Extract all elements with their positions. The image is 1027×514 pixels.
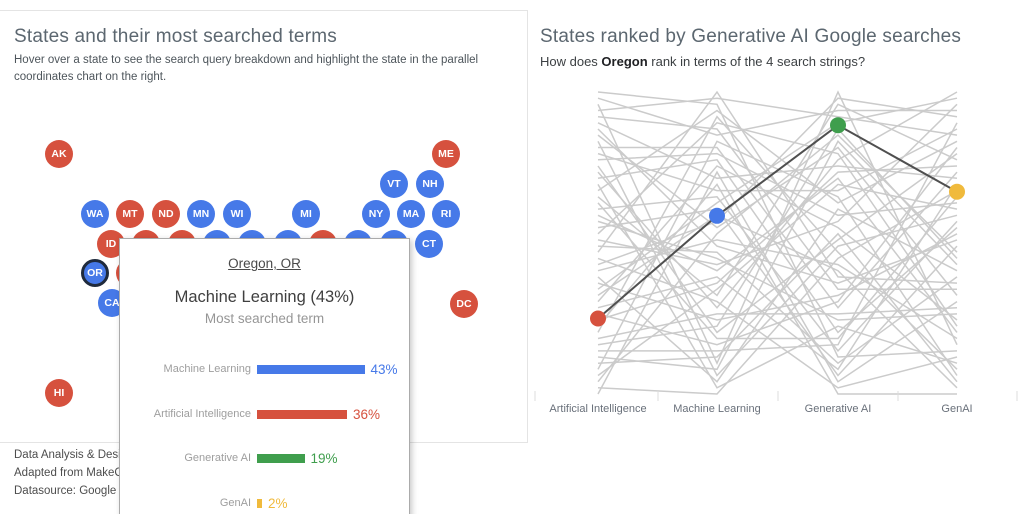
oregon-point-genai[interactable] [949,184,965,200]
state-line[interactable] [598,98,957,135]
right-panel-subtitle: How does Oregon rank in terms of the 4 s… [540,54,865,69]
state-bubble-dc[interactable]: DC [450,290,478,318]
credit-lines: Data Analysis & DesigAdapted from MakeCD… [14,446,127,500]
left-panel-title: States and their most searched terms [14,26,337,48]
state-bubble-ma[interactable]: MA [397,200,425,228]
parallel-coordinates-chart [530,85,1027,415]
tooltip-bar-row-generative-ai: Generative AI 19% [120,449,409,467]
oregon-point-artificial-intelligence[interactable] [590,311,606,327]
tooltip-bar [257,410,347,419]
tooltip-bar-row-artificial-intelligence: Artificial Intelligence 36% [120,405,409,423]
tooltip-headline: Machine Learning (43%) [120,288,409,307]
axis-label-machine-learning: Machine Learning [673,403,760,415]
left-panel-subtitle: Hover over a state to see the search que… [14,52,492,86]
tooltip-bar-value: 43% [371,362,398,377]
tooltip-bar [257,499,262,508]
oregon-point-generative-ai[interactable] [830,117,846,133]
right-panel-title: States ranked by Generative AI Google se… [540,26,961,48]
tooltip-bar-label: GenAI [120,497,251,509]
axis-labels: Artificial Intelligence Machine Learning G… [530,403,1027,419]
subtitle-prefix: How does [540,54,601,69]
credit-line: Data Analysis & Desig [14,446,127,464]
axis-label-genai: GenAI [941,403,972,415]
state-bubble-nh[interactable]: NH [416,170,444,198]
tooltip-state-title: Oregon, OR [120,256,409,271]
tooltip-bar-value: 19% [311,451,338,466]
state-bubble-me[interactable]: ME [432,140,460,168]
state-bubble-wa[interactable]: WA [81,200,109,228]
state-bubble-wi[interactable]: WI [223,200,251,228]
oregon-tooltip: Oregon, OR Machine Learning (43%) Most s… [119,238,410,514]
state-bubble-hi[interactable]: HI [45,379,73,407]
tooltip-bar-row-genai: GenAI 2% [120,494,409,512]
tooltip-bar-value: 36% [353,407,380,422]
state-bubble-ct[interactable]: CT [415,230,443,258]
dashboard: States and their most searched terms Hov… [0,0,1027,514]
tooltip-bar-label: Artificial Intelligence [120,408,251,420]
state-bubble-ak[interactable]: AK [45,140,73,168]
state-line[interactable] [598,98,957,135]
tooltip-bar [257,454,305,463]
credit-line: Datasource: Google T [14,482,127,500]
subtitle-suffix: rank in terms of the 4 search strings? [648,54,865,69]
axis-label-generative-ai: Generative AI [805,403,872,415]
tooltip-bar [257,365,365,374]
tooltip-bar-row-machine-learning: Machine Learning 43% [120,360,409,378]
state-bubble-mi[interactable]: MI [292,200,320,228]
credit-line: Adapted from MakeC [14,464,127,482]
tooltip-bar-label: Generative AI [120,452,251,464]
tooltip-bar-value: 2% [268,496,288,511]
state-bubble-vt[interactable]: VT [380,170,408,198]
oregon-point-machine-learning[interactable] [709,208,725,224]
tooltip-bar-label: Machine Learning [120,363,251,375]
state-bubble-nd[interactable]: ND [152,200,180,228]
state-bubble-mt[interactable]: MT [116,200,144,228]
axis-label-artificial-intelligence: Artificial Intelligence [549,403,646,415]
subtitle-state-name: Oregon [601,54,647,69]
state-bubble-ri[interactable]: RI [432,200,460,228]
state-bubble-ny[interactable]: NY [362,200,390,228]
state-bubble-or[interactable]: OR [81,259,109,287]
state-bubble-mn[interactable]: MN [187,200,215,228]
tooltip-subhead: Most searched term [120,311,409,326]
